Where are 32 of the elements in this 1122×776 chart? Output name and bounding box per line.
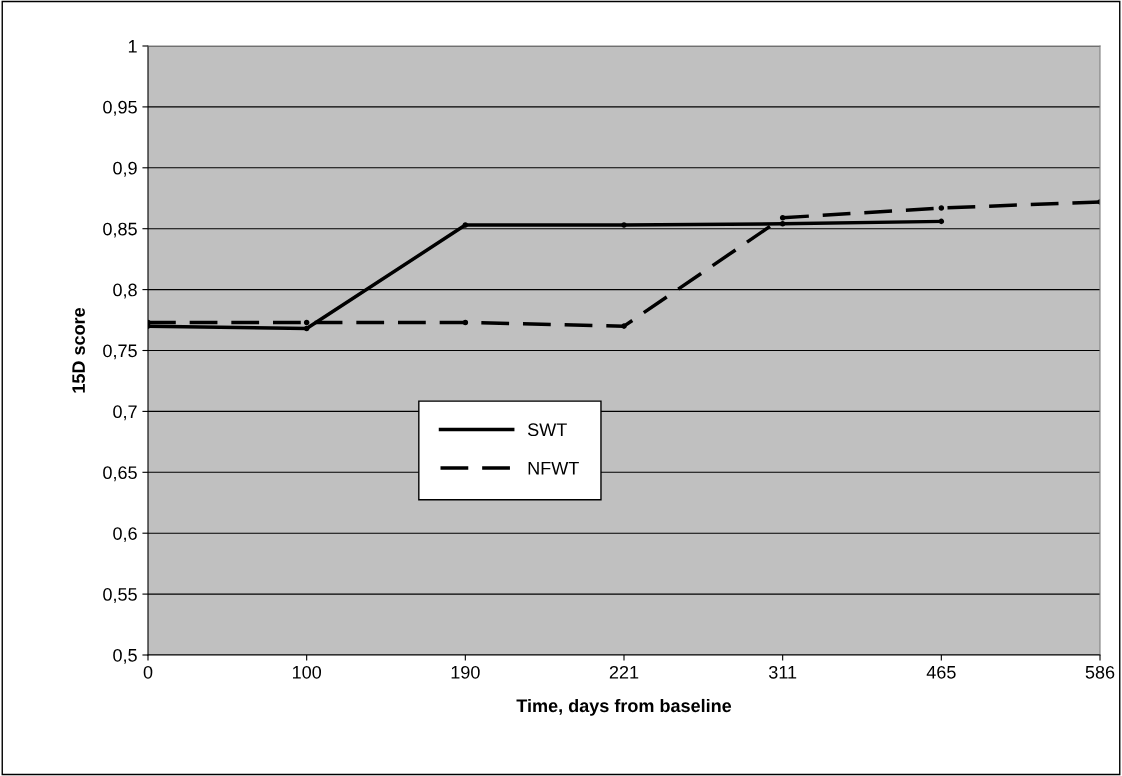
- y-tick-label: 0,55: [103, 588, 137, 603]
- point: [303, 319, 310, 326]
- point: [621, 222, 627, 228]
- y-tick-label: 0,8: [113, 283, 137, 299]
- y-tick-label: 1: [128, 40, 137, 53]
- x-tick-label: 465: [926, 665, 956, 679]
- point: [303, 325, 310, 332]
- y-tick-label: 0,9: [113, 161, 137, 177]
- point: [779, 221, 786, 227]
- x-tick-label: 190: [451, 665, 480, 679]
- point: [621, 323, 627, 329]
- point: [462, 319, 469, 326]
- y-tick-label: 0,85: [103, 222, 137, 238]
- y-tick-label: 0,7: [113, 405, 137, 421]
- y-tick-label: 0,95: [103, 100, 137, 116]
- x-axis-title: Time, days from baseline: [516, 698, 732, 716]
- legend-label: SWT: [527, 423, 567, 437]
- point: [462, 222, 469, 228]
- legend-label: NFWT: [528, 461, 579, 475]
- y-tick-label: 0,5: [113, 648, 137, 664]
- point: [938, 218, 945, 225]
- y-tick-label: 0,75: [103, 344, 137, 360]
- x-tick-label: 311: [768, 665, 797, 679]
- x-tick-label: 586: [1085, 665, 1115, 679]
- x-tick-label: 221: [609, 665, 639, 679]
- y-tick-label: 0,6: [113, 527, 137, 543]
- point: [938, 205, 945, 211]
- point: [779, 214, 786, 221]
- y-axis-title: 15D score: [72, 307, 85, 393]
- y-tick-label: 0,65: [103, 466, 137, 482]
- x-tick-label: 0: [143, 665, 153, 679]
- x-tick-label: 100: [292, 665, 322, 679]
